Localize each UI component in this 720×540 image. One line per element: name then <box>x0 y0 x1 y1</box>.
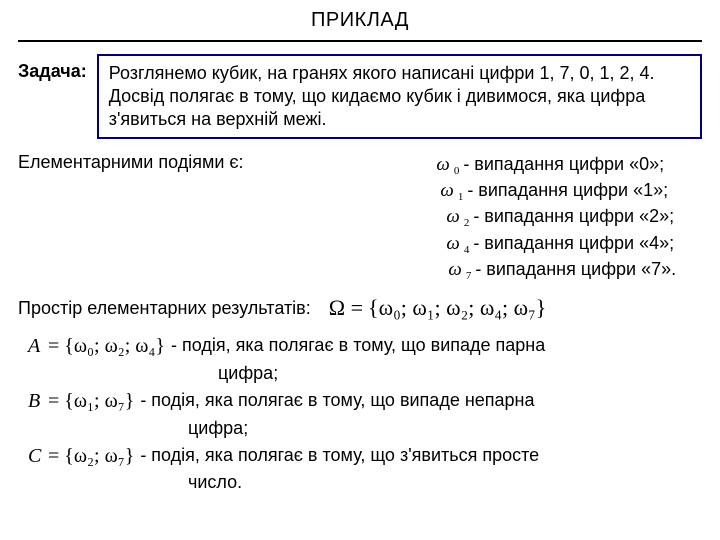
event-line: ω0 - випадання цифри «0»; <box>436 153 710 177</box>
event-desc: - випадання цифри «1»; <box>467 179 668 202</box>
set-name: C <box>28 444 42 470</box>
set-line: A = {ω₀; ω₂; ω₄} - подія, яка полягає в … <box>28 334 702 360</box>
omega-icon: ω <box>448 258 461 282</box>
event-line: ω7 - випадання цифри «7». <box>448 258 710 282</box>
set-desc-cont: цифра; <box>188 417 702 440</box>
space-set: {ω₀; ω₁; ω₂; ω₄; ω₇} <box>368 295 546 320</box>
event-desc: - випадання цифри «2»; <box>473 205 674 228</box>
set-expr: = {ω₂; ω₇} <box>48 444 134 470</box>
page: ПРИКЛАД Задача: Розглянемо кубик, на гра… <box>0 0 720 540</box>
events-list: ω0 - випадання цифри «0»; ω1 - випадання… <box>436 151 710 285</box>
title-wrap: ПРИКЛАД <box>18 8 702 36</box>
set-desc-cont: цифра; <box>218 362 702 385</box>
space-label: Простір елементарних результатів: <box>18 297 311 320</box>
omega-icon: ω <box>446 232 459 256</box>
set-desc: - подія, яка полягає в тому, що випаде н… <box>140 389 702 412</box>
set-name: A <box>28 334 42 360</box>
omega-sub: 4 <box>464 243 470 257</box>
event-desc: - випадання цифри «4»; <box>473 232 674 255</box>
title-underline <box>18 40 702 42</box>
set-desc-cont: число. <box>188 471 702 494</box>
omega-sub: 7 <box>466 269 472 283</box>
set-desc: - подія, яка полягає в тому, що випаде п… <box>171 334 702 357</box>
event-desc: - випадання цифри «0»; <box>463 153 664 176</box>
set-desc: - подія, яка полягає в тому, що з'явитьс… <box>140 444 702 467</box>
event-line: ω2 - випадання цифри «2»; <box>446 205 710 229</box>
omega-icon: ω <box>440 179 453 203</box>
page-title: ПРИКЛАД <box>311 8 409 36</box>
omega-sub: 0 <box>454 164 460 178</box>
sets-block: A = {ω₀; ω₂; ω₄} - подія, яка полягає в … <box>18 334 702 494</box>
big-omega-icon: Ω = <box>329 295 363 320</box>
set-expr: = {ω₀; ω₂; ω₄} <box>48 334 165 360</box>
omega-sub: 2 <box>464 216 470 230</box>
event-line: ω4 - випадання цифри «4»; <box>446 232 710 256</box>
event-desc: - випадання цифри «7». <box>475 258 676 281</box>
task-label: Задача: <box>18 54 87 83</box>
set-name: B <box>28 389 42 415</box>
omega-icon: ω <box>446 205 459 229</box>
events-block: Елементарними подіями є: ω0 - випадання … <box>18 151 702 285</box>
task-box: Розглянемо кубик, на гранях якого написа… <box>97 54 702 139</box>
set-line: B = {ω₁; ω₇} - подія, яка полягає в тому… <box>28 389 702 415</box>
omega-sub: 1 <box>458 190 464 204</box>
task-row: Задача: Розглянемо кубик, на гранях яког… <box>18 54 702 139</box>
elem-label: Елементарними подіями є: <box>18 152 244 172</box>
omega-icon: ω <box>436 153 449 177</box>
elem-label-col: Елементарними подіями є: <box>18 151 428 285</box>
space-row: Простір елементарних результатів: Ω = {ω… <box>18 294 702 322</box>
set-expr: = {ω₁; ω₇} <box>48 389 134 415</box>
task-text: Розглянемо кубик, на гранях якого написа… <box>109 63 655 129</box>
set-line: C = {ω₂; ω₇} - подія, яка полягає в тому… <box>28 444 702 470</box>
space-expr: Ω = {ω₀; ω₁; ω₂; ω₄; ω₇} <box>329 294 547 322</box>
event-line: ω1 - випадання цифри «1»; <box>440 179 710 203</box>
